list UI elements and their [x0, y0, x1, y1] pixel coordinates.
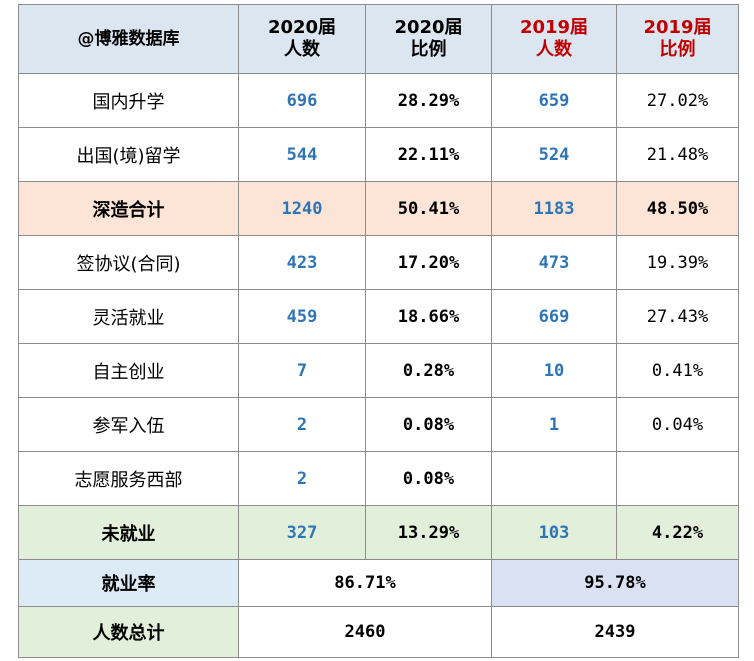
- value-cell: [616, 451, 739, 506]
- row-label: 志愿服务西部: [18, 451, 239, 506]
- table-row: 自主创业 7 0.28% 10 0.41%: [18, 343, 739, 398]
- value-cell: 48.50%: [616, 181, 739, 236]
- table-row: 参军入伍 2 0.08% 1 0.04%: [18, 397, 739, 452]
- header-text: 比例: [410, 39, 447, 60]
- header-text: 2019届: [519, 17, 589, 38]
- value-cell: 22.11%: [365, 127, 492, 182]
- value-cell: 1: [491, 397, 617, 452]
- value-cell: [491, 451, 617, 506]
- table-row: 国内升学 696 28.29% 659 27.02%: [18, 73, 739, 128]
- value-cell: 327: [238, 505, 366, 560]
- value-cell: 17.20%: [365, 235, 492, 290]
- value-cell: 2439: [491, 606, 739, 658]
- row-label: 灵活就业: [18, 289, 239, 344]
- value-cell: 423: [238, 235, 366, 290]
- row-label: 深造合计: [18, 181, 239, 236]
- table-row: 深造合计 1240 50.41% 1183 48.50%: [18, 181, 739, 236]
- value-cell: 1183: [491, 181, 617, 236]
- header-text: 比例: [659, 39, 696, 60]
- row-label: 出国(境)留学: [18, 127, 239, 182]
- value-cell: 27.43%: [616, 289, 739, 344]
- value-cell: 21.48%: [616, 127, 739, 182]
- data-table: @博雅数据库 2020届 人数 2020届 比例 2019届 人数 2019届 比例 国内升学 6…: [18, 4, 739, 658]
- table-header: @博雅数据库 2020届 人数 2020届 比例 2019届 人数 2019届 比例: [18, 4, 739, 74]
- header-text: 2019届: [643, 17, 712, 38]
- value-cell: 544: [238, 127, 366, 182]
- value-cell: 13.29%: [365, 505, 492, 560]
- row-label: 国内升学: [18, 73, 239, 128]
- value-cell: 473: [491, 235, 617, 290]
- header-text: 人数: [284, 39, 320, 60]
- header-text: 2020届: [267, 17, 337, 38]
- value-cell: 2: [238, 451, 366, 506]
- value-cell: 696: [238, 73, 366, 128]
- value-cell: 27.02%: [616, 73, 739, 128]
- header-cell: 2020届 人数: [238, 4, 366, 74]
- value-cell: 50.41%: [365, 181, 492, 236]
- value-cell: 0.08%: [365, 397, 492, 452]
- value-cell: 2460: [238, 606, 492, 658]
- table-row: 出国(境)留学 544 22.11% 524 21.48%: [18, 127, 739, 182]
- value-cell: 1240: [238, 181, 366, 236]
- value-cell: 86.71%: [238, 559, 492, 607]
- table-row: 就业率 86.71% 95.78%: [18, 559, 739, 607]
- table-body: 国内升学 696 28.29% 659 27.02% 出国(境)留学 544 22.11% 52…: [18, 73, 739, 658]
- value-cell: 459: [238, 289, 366, 344]
- row-label: 自主创业: [18, 343, 239, 398]
- header-cell: @博雅数据库: [18, 4, 239, 74]
- value-cell: 0.08%: [365, 451, 492, 506]
- row-label: 参军入伍: [18, 397, 239, 452]
- value-cell: 0.41%: [616, 343, 739, 398]
- table-row: 签协议(合同) 423 17.20% 473 19.39%: [18, 235, 739, 290]
- header-cell: 2019届 人数: [491, 4, 617, 74]
- table-row: 人数总计 2460 2439: [18, 606, 739, 658]
- value-cell: 0.28%: [365, 343, 492, 398]
- value-cell: 2: [238, 397, 366, 452]
- value-cell: 524: [491, 127, 617, 182]
- value-cell: 18.66%: [365, 289, 492, 344]
- value-cell: 19.39%: [616, 235, 739, 290]
- row-label: 签协议(合同): [18, 235, 239, 290]
- value-cell: 4.22%: [616, 505, 739, 560]
- header-text: 人数: [536, 39, 572, 60]
- table-row: 灵活就业 459 18.66% 669 27.43%: [18, 289, 739, 344]
- table-row: 志愿服务西部 2 0.08%: [18, 451, 739, 506]
- value-cell: 28.29%: [365, 73, 492, 128]
- value-cell: 659: [491, 73, 617, 128]
- row-label: 人数总计: [18, 606, 239, 658]
- value-cell: 7: [238, 343, 366, 398]
- value-cell: 10: [491, 343, 617, 398]
- row-label: 就业率: [18, 559, 239, 607]
- header-cell: 2020届 比例: [365, 4, 492, 74]
- header-text: @博雅数据库: [77, 29, 180, 49]
- value-cell: 103: [491, 505, 617, 560]
- table-row: 未就业 327 13.29% 103 4.22%: [18, 505, 739, 560]
- header-row: @博雅数据库 2020届 人数 2020届 比例 2019届 人数 2019届 比例: [18, 4, 739, 74]
- value-cell: 95.78%: [491, 559, 739, 607]
- header-cell: 2019届 比例: [616, 4, 739, 74]
- value-cell: 0.04%: [616, 397, 739, 452]
- value-cell: 669: [491, 289, 617, 344]
- row-label: 未就业: [18, 505, 239, 560]
- header-text: 2020届: [394, 17, 463, 38]
